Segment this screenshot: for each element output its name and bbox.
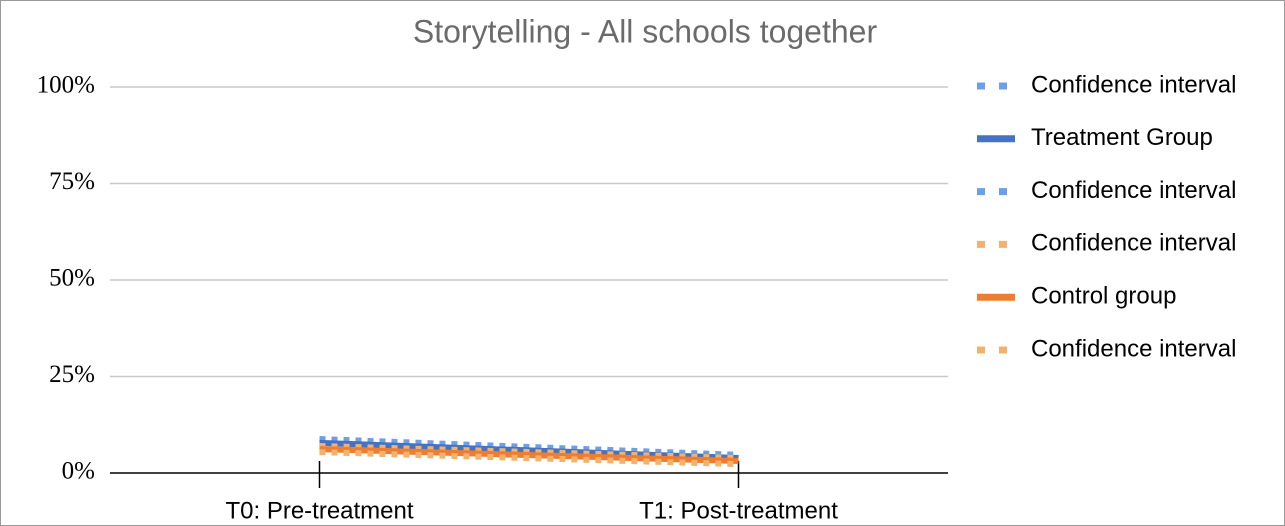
legend-label: Confidence interval	[1031, 335, 1236, 362]
x-tick-label: T1: Post-treatment	[639, 497, 838, 524]
y-tick-label: 0%	[62, 458, 95, 485]
legend-label: Confidence interval	[1031, 230, 1236, 257]
series-line	[319, 446, 739, 465]
legend-label: Confidence interval	[1031, 177, 1236, 204]
y-tick-label: 50%	[49, 265, 95, 292]
legend-label: Control group	[1031, 283, 1176, 310]
x-tick-label: T0: Pre-treatment	[225, 497, 413, 524]
series-line	[319, 449, 739, 468]
legend-label: Confidence interval	[1031, 71, 1236, 98]
y-tick-label: 100%	[37, 72, 95, 99]
y-tick-label: 75%	[49, 168, 95, 195]
legend-label: Treatment Group	[1031, 124, 1213, 151]
chart-title: Storytelling - All schools together	[413, 13, 878, 49]
y-tick-label: 25%	[49, 361, 95, 388]
series-line	[319, 436, 739, 458]
series-line	[319, 442, 739, 461]
